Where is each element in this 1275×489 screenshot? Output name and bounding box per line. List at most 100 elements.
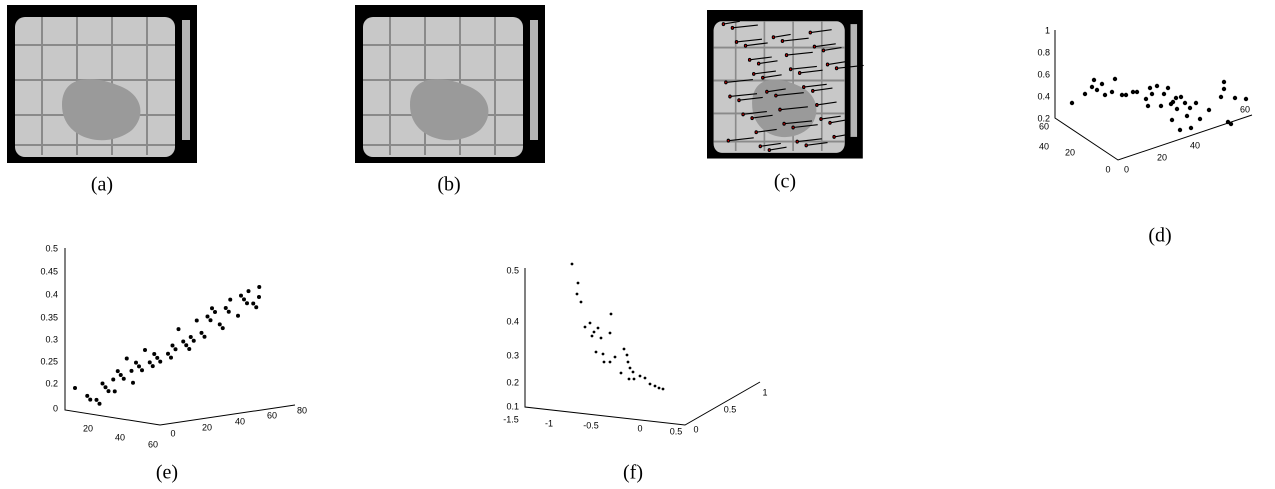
flow-point — [750, 116, 754, 121]
flow-point — [802, 85, 806, 90]
caption: (a) — [91, 174, 113, 196]
tick-label: 0.5 — [724, 404, 737, 414]
flow-vector — [812, 87, 833, 92]
plot-d-axes — [1054, 30, 1253, 161]
scatter-point — [242, 297, 246, 302]
scatter-point — [643, 376, 647, 380]
scatter-point — [100, 381, 105, 386]
scatter-point — [1221, 79, 1227, 85]
scatter-point — [223, 305, 228, 310]
scatter-point — [588, 321, 592, 325]
flow-vector — [779, 106, 808, 111]
flow-vector — [810, 29, 832, 34]
scatter-point — [173, 347, 178, 352]
tick-label: 0 — [637, 423, 642, 433]
scatter-point — [236, 313, 240, 318]
scatter-point — [599, 336, 603, 340]
scatter-point — [1232, 95, 1238, 101]
flow-vector — [836, 64, 864, 69]
flow-vector — [793, 124, 818, 129]
flow-point — [754, 130, 758, 135]
scatter-point — [1182, 100, 1188, 106]
scatter-point — [97, 401, 102, 406]
scatter-point — [257, 285, 262, 290]
scatter-point — [213, 310, 217, 314]
scatter-point — [150, 364, 155, 369]
tick-label: 0.1 — [506, 401, 519, 411]
tick-label: 0.2 — [1037, 113, 1050, 123]
scatter-point — [140, 368, 144, 373]
scatter-point — [166, 351, 170, 356]
flow-vector — [729, 93, 758, 98]
scatter-point — [1161, 91, 1167, 97]
scatter-point — [628, 366, 632, 370]
tick-label: 40 — [235, 416, 245, 426]
flow-point — [797, 71, 802, 75]
caption: (f) — [623, 462, 643, 484]
flow-vector — [827, 61, 846, 66]
scatter-point — [194, 318, 199, 323]
flow-point — [791, 125, 795, 130]
caption: (c) — [774, 171, 796, 193]
scatter-point — [1089, 84, 1095, 90]
flow-vector — [797, 138, 822, 143]
flow-point — [747, 57, 752, 62]
tick-label: -1 — [545, 418, 553, 428]
tick-label: 20 — [1065, 147, 1075, 157]
scatter-point — [187, 347, 192, 352]
tick-label: 0.6 — [1037, 69, 1050, 79]
scatter-point — [245, 301, 249, 306]
scatter-point — [202, 334, 207, 339]
flow-vector — [758, 60, 778, 65]
scatter-point — [94, 397, 99, 402]
tick-label: 0.2 — [506, 377, 519, 387]
scatter-point — [257, 295, 261, 299]
scatter-point — [1109, 89, 1115, 95]
scatter-point — [1154, 83, 1160, 89]
scatter-point — [170, 343, 175, 348]
scatter-point — [188, 334, 193, 339]
scatter-point — [181, 339, 186, 344]
tick-label: 0.5 — [506, 265, 519, 275]
flow-vector — [756, 128, 777, 133]
flow-point — [734, 39, 739, 44]
scatter-point — [137, 364, 141, 369]
scatter-point — [1094, 87, 1100, 93]
image-b — [354, 4, 546, 164]
scatter-point — [1112, 76, 1118, 82]
tick-label: 0 — [1124, 164, 1129, 174]
flow-point — [819, 117, 823, 122]
scatter-point — [228, 297, 233, 302]
scatter-point — [1149, 91, 1155, 97]
scatter-point — [602, 360, 606, 364]
scatter-point — [103, 385, 108, 390]
flow-point — [730, 25, 735, 30]
scatter-point — [246, 289, 251, 294]
scatter-point — [1134, 89, 1140, 95]
scatter-point — [73, 386, 77, 390]
scatter-point — [608, 331, 612, 335]
flow-point — [782, 121, 786, 126]
flow-vector — [736, 38, 762, 43]
scatter-point — [251, 301, 256, 306]
scatter-point — [1221, 86, 1227, 92]
scatter-point — [152, 352, 157, 357]
scatter-point — [601, 352, 605, 356]
flow-vector — [790, 65, 817, 70]
tick-label: 0.35 — [40, 312, 58, 322]
tick-label: 0.3 — [45, 334, 58, 344]
flow-point — [788, 67, 793, 72]
scatter-point — [115, 369, 120, 374]
scatter-point — [625, 353, 629, 357]
scatter-point — [1228, 121, 1234, 127]
flow-point — [741, 112, 745, 117]
plot-e-axes — [64, 248, 296, 426]
flow-point — [728, 94, 732, 99]
tick-label: -1.5 — [503, 414, 519, 424]
scatter-point — [205, 314, 210, 319]
scatter-point — [85, 393, 90, 398]
scatter-point — [608, 360, 612, 364]
tick-label: 0.5 — [670, 426, 683, 436]
scatter-point — [143, 348, 147, 352]
